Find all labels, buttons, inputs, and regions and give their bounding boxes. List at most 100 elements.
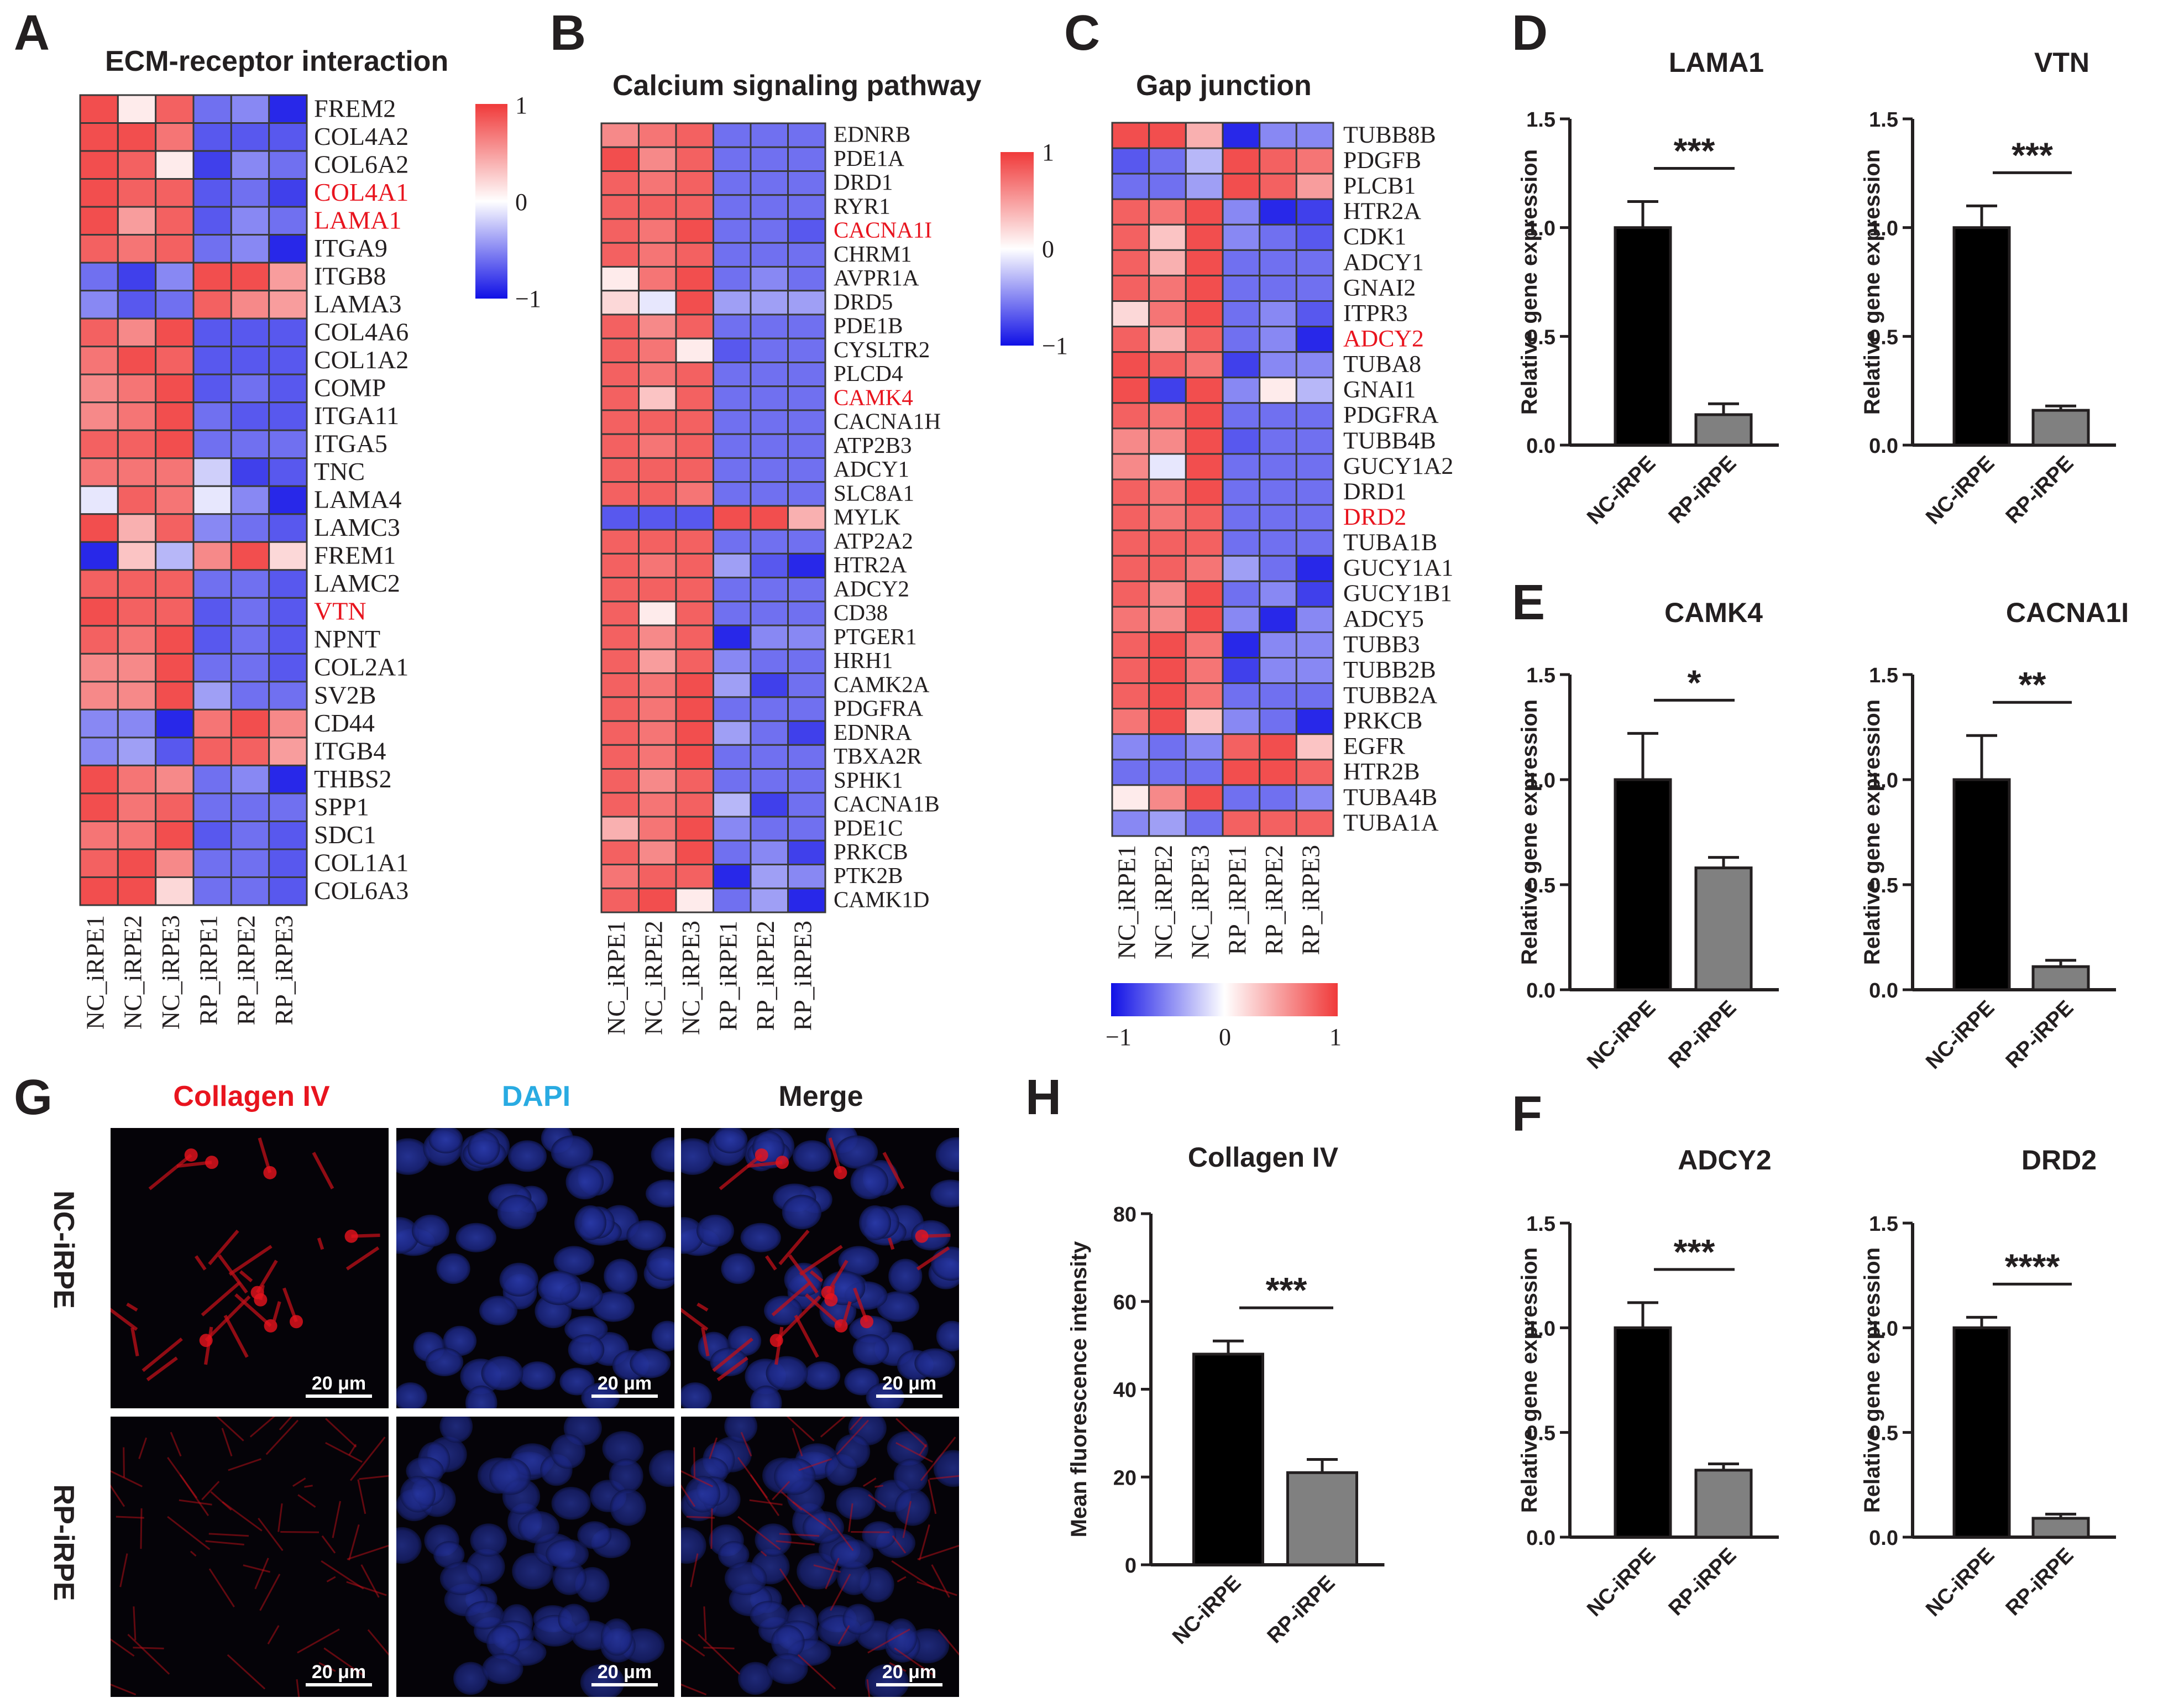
collagen-fiber (142, 1337, 183, 1372)
heatmap-cell (675, 170, 714, 196)
heatmap-cell (750, 696, 789, 722)
collagen-fiber (712, 1337, 753, 1372)
gene-label: TUBB8B (1343, 122, 1436, 148)
collagen-fiber (312, 1152, 334, 1189)
panel-label-f: F (1512, 1087, 1542, 1142)
gene-label: DRD5 (834, 289, 893, 314)
heatmap-cell (230, 681, 270, 711)
heatmap-cell (1148, 478, 1187, 506)
heatmap-cell (117, 317, 157, 348)
heatmap-cell (1185, 759, 1224, 786)
collagen-fiber (887, 1237, 895, 1250)
heatmap-cell (117, 429, 157, 459)
collagen-fiber (891, 1560, 935, 1590)
nucleus (888, 1258, 923, 1294)
heatmap-cell (1148, 631, 1187, 659)
heatmap-cell (787, 194, 826, 220)
heatmap-cell (230, 429, 270, 459)
heatmap-cell (750, 529, 789, 555)
heatmap-cell (638, 481, 677, 507)
collagen-fiber (882, 1152, 905, 1189)
gene-label: TUBB2B (1343, 656, 1436, 683)
heatmap-cell (675, 194, 714, 220)
nucleus (774, 1458, 816, 1495)
heatmap-cell (638, 864, 677, 890)
heatmap-cell (750, 577, 789, 603)
nucleus (400, 1476, 436, 1513)
heatmap-cell (713, 577, 752, 603)
nucleus (425, 1347, 464, 1377)
collagen-fiber (779, 1568, 805, 1608)
heatmap-cell (192, 317, 232, 348)
heatmap-cell (675, 433, 714, 459)
heatmap-cell (1222, 733, 1261, 761)
heatmap-cell (1148, 402, 1187, 430)
nucleus (930, 1179, 959, 1208)
collagen-fiber (208, 1229, 239, 1266)
collagen-fiber (116, 1516, 144, 1519)
heatmap-cell (268, 206, 308, 236)
heatmap-cell (1259, 402, 1297, 430)
collagen-fiber (710, 1508, 713, 1549)
heatmap-cell (787, 337, 826, 363)
heatmap-cell (192, 625, 232, 655)
heatmap-cell (713, 720, 752, 746)
heatmap-cell (79, 234, 119, 264)
collagen-fiber (929, 1475, 959, 1480)
heatmap-cell (675, 577, 714, 603)
collagen-fiber (228, 1458, 261, 1471)
heatmap-b-legend-min: −1 (1042, 332, 1068, 359)
collagen-fiber (703, 1647, 735, 1649)
heatmap-cell (1111, 657, 1150, 685)
heatmap-cell (1222, 300, 1261, 328)
heatmap-b-legend-max: 1 (1042, 139, 1054, 166)
heatmap-cell (713, 864, 752, 890)
heatmap-cell (155, 373, 195, 404)
y-axis-label: Relative gene expression (1517, 1247, 1542, 1513)
collagen-spot (769, 1334, 783, 1347)
nucleus (630, 1348, 671, 1378)
sample-label: NC_iRPE1 (602, 921, 630, 1035)
nucleus (894, 1488, 931, 1526)
heatmap-cell (1222, 427, 1261, 455)
collagen-fiber (895, 1418, 928, 1448)
nucleus (551, 1434, 586, 1469)
gene-label: GNAI2 (1343, 274, 1416, 301)
gene-label: LAMA3 (314, 290, 401, 318)
nucleus (931, 1246, 959, 1281)
heatmap-cell (713, 361, 752, 388)
bar (1694, 866, 1753, 991)
heatmap-cell (638, 839, 677, 866)
nucleus (648, 1450, 674, 1487)
heatmap-cell (192, 122, 232, 152)
heatmap-cell (230, 569, 270, 599)
heatmap-cell (155, 652, 195, 683)
gene-label: VTN (314, 597, 366, 625)
heatmap-cell (1148, 759, 1187, 786)
collagen-fiber (277, 1503, 283, 1532)
heatmap-cell (675, 337, 714, 363)
heatmap-cell (1259, 147, 1297, 175)
heatmap-cell (787, 839, 826, 866)
heatmap-cell (79, 373, 119, 404)
heatmap-cell (1295, 809, 1334, 837)
collagen-fiber (357, 1479, 366, 1514)
heatmap-cell (675, 314, 714, 339)
nucleus (835, 1135, 878, 1169)
collagen-fiber (866, 1679, 871, 1697)
heatmap-cell (1295, 198, 1334, 226)
heatmap-cell (1259, 631, 1297, 659)
heatmap-cell (1295, 529, 1334, 557)
sample-label: RP_iRPE3 (270, 915, 298, 1025)
nucleus (604, 1258, 638, 1294)
gene-label: PTGER1 (834, 624, 917, 649)
heatmap-cell (268, 876, 308, 906)
heatmap-cell (1148, 147, 1187, 175)
heatmap-cell (600, 242, 640, 268)
heatmap-cell (192, 597, 232, 627)
collagen-spot (834, 1166, 847, 1179)
micrograph-rp-collagen: 20 μm (111, 1417, 389, 1697)
collagen-fiber (696, 1302, 709, 1312)
heatmap-cell (1259, 173, 1297, 200)
nucleus (764, 1296, 803, 1325)
